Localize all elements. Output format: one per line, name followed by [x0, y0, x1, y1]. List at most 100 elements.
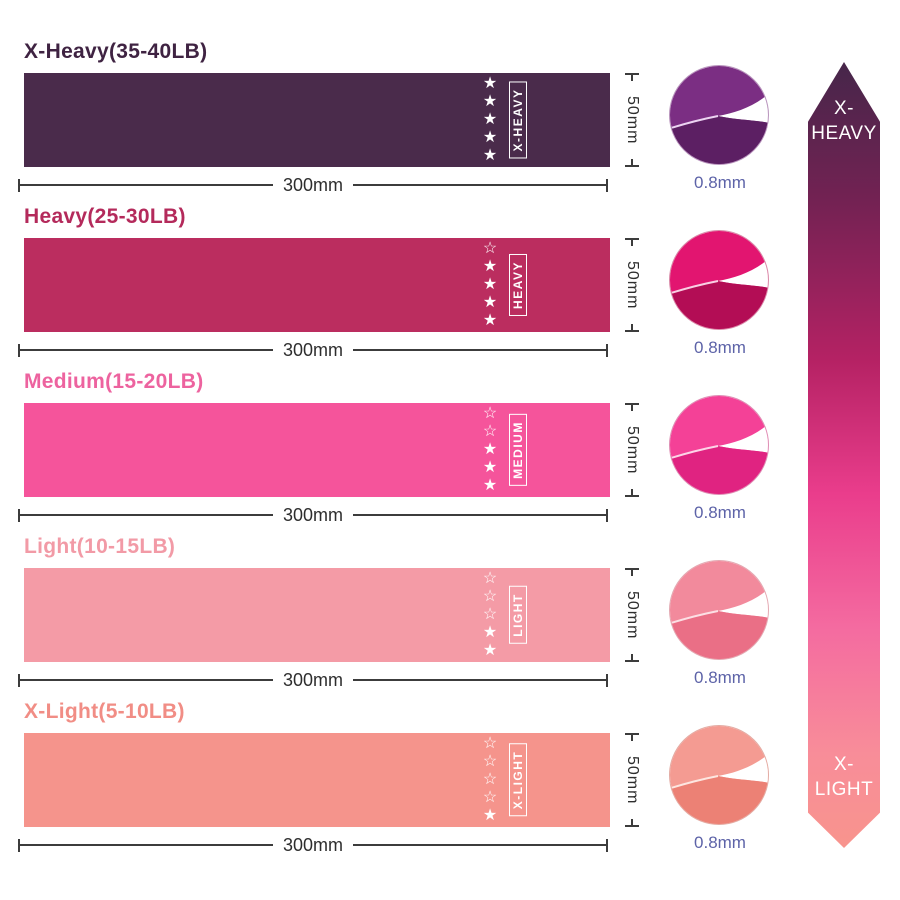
width-dimension: 300mm — [18, 174, 608, 195]
star-icon: ☆ — [482, 606, 498, 623]
folded-band-icon — [670, 726, 768, 824]
dimension-tick-right-icon — [606, 508, 608, 522]
star-rating: ☆ ★ ★ ★ ★ — [478, 240, 502, 330]
star-icon: ★ — [482, 93, 498, 110]
star-icon: ★ — [482, 312, 498, 329]
band-thumbnail — [669, 725, 769, 825]
dimension-tick-right-icon — [606, 838, 608, 852]
band-swatch: ★ ★ ★ ★ ★ X-HEAVY — [24, 73, 610, 167]
scale-bottom-label: X-LIGHT — [814, 754, 874, 800]
dimension-line — [20, 844, 273, 846]
width-dimension-label: 300mm — [282, 504, 344, 525]
band-row-light: Light(10-15LB) ☆ ☆ ☆ ★ ★ LIGHT 50mm 300mm — [0, 535, 800, 704]
dimension-tick-right-icon — [606, 178, 608, 192]
intensity-scale-arrow: X-HEAVY X-LIGHT — [808, 62, 880, 848]
dimension-tick-bottom-icon — [625, 322, 639, 332]
dimension-line — [353, 514, 606, 516]
dimension-tick-top-icon — [625, 403, 639, 413]
star-icon: ★ — [482, 807, 498, 824]
thickness-label: 0.8mm — [694, 173, 746, 192]
width-dimension-label: 300mm — [282, 834, 344, 855]
band-thumbnail — [669, 395, 769, 495]
band-swatch: ☆ ☆ ★ ★ ★ MEDIUM — [24, 403, 610, 497]
folded-band-icon — [670, 396, 768, 494]
height-dimension: 50mm — [620, 238, 644, 332]
dimension-tick-left-icon — [18, 178, 20, 192]
band-name-label: HEAVY — [509, 254, 527, 316]
star-icon: ★ — [482, 477, 498, 494]
height-dimension-label: 50mm — [624, 425, 641, 475]
band-title: X-Light(5-10LB) — [24, 700, 185, 723]
star-icon: ☆ — [482, 423, 498, 440]
thickness-label: 0.8mm — [694, 833, 746, 852]
dimension-tick-left-icon — [18, 838, 20, 852]
height-dimension: 50mm — [620, 403, 644, 497]
height-dimension-label: 50mm — [624, 95, 641, 145]
dimension-tick-bottom-icon — [625, 817, 639, 827]
band-name-label: X-LIGHT — [509, 743, 527, 817]
band-row-x-light: X-Light(5-10LB) ☆ ☆ ☆ ☆ ★ X-LIGHT 50mm 300mm — [0, 700, 800, 869]
dimension-tick-left-icon — [18, 673, 20, 687]
star-icon: ☆ — [482, 771, 498, 788]
band-name-label: X-HEAVY — [509, 81, 527, 159]
folded-band-icon — [670, 231, 768, 329]
star-icon: ☆ — [482, 240, 498, 257]
dimension-line — [353, 844, 606, 846]
thickness-label: 0.8mm — [694, 338, 746, 357]
folded-band-icon — [670, 66, 768, 164]
band-title: X-Heavy(35-40LB) — [24, 40, 208, 63]
dimension-tick-bottom-icon — [625, 652, 639, 662]
star-rating: ★ ★ ★ ★ ★ — [478, 75, 502, 165]
dimension-tick-top-icon — [625, 733, 639, 743]
band-row-x-heavy: X-Heavy(35-40LB) ★ ★ ★ ★ ★ X-HEAVY 50mm 300m… — [0, 40, 800, 209]
width-dimension-label: 300mm — [282, 174, 344, 195]
star-icon: ☆ — [482, 735, 498, 752]
dimension-tick-left-icon — [18, 343, 20, 357]
star-rating: ☆ ☆ ☆ ★ ★ — [478, 570, 502, 660]
star-icon: ☆ — [482, 570, 498, 587]
height-dimension-label: 50mm — [624, 755, 641, 805]
star-icon: ★ — [482, 642, 498, 659]
band-title: Medium(15-20LB) — [24, 370, 204, 393]
star-icon: ★ — [482, 147, 498, 164]
folded-band-icon — [670, 561, 768, 659]
height-dimension: 50mm — [620, 568, 644, 662]
dimension-tick-right-icon — [606, 673, 608, 687]
star-icon: ☆ — [482, 789, 498, 806]
scale-top-label: X-HEAVY — [811, 98, 877, 144]
star-icon: ★ — [482, 111, 498, 128]
band-row-medium: Medium(15-20LB) ☆ ☆ ★ ★ ★ MEDIUM 50mm 300mm — [0, 370, 800, 539]
star-rating: ☆ ☆ ★ ★ ★ — [478, 405, 502, 495]
band-thumbnail — [669, 65, 769, 165]
width-dimension-label: 300mm — [282, 669, 344, 690]
dimension-line — [353, 679, 606, 681]
dimension-tick-top-icon — [625, 238, 639, 248]
dimension-line — [20, 184, 273, 186]
band-swatch: ☆ ★ ★ ★ ★ HEAVY — [24, 238, 610, 332]
thickness-label: 0.8mm — [694, 668, 746, 687]
dimension-tick-top-icon — [625, 568, 639, 578]
band-title: Heavy(25-30LB) — [24, 205, 186, 228]
height-dimension: 50mm — [620, 733, 644, 827]
dimension-tick-top-icon — [625, 73, 639, 83]
star-icon: ★ — [482, 129, 498, 146]
star-icon: ☆ — [482, 753, 498, 770]
star-icon: ★ — [482, 294, 498, 311]
band-swatch: ☆ ☆ ☆ ☆ ★ X-LIGHT — [24, 733, 610, 827]
dimension-tick-bottom-icon — [625, 487, 639, 497]
height-dimension: 50mm — [620, 73, 644, 167]
dimension-tick-right-icon — [606, 343, 608, 357]
star-rating: ☆ ☆ ☆ ☆ ★ — [478, 735, 502, 825]
band-thumbnail — [669, 560, 769, 660]
star-icon: ★ — [482, 276, 498, 293]
star-icon: ☆ — [482, 405, 498, 422]
band-thumbnail — [669, 230, 769, 330]
dimension-tick-bottom-icon — [625, 157, 639, 167]
star-icon: ☆ — [482, 588, 498, 605]
width-dimension-label: 300mm — [282, 339, 344, 360]
dimension-tick-left-icon — [18, 508, 20, 522]
star-icon: ★ — [482, 624, 498, 641]
star-icon: ★ — [482, 258, 498, 275]
band-swatch: ☆ ☆ ☆ ★ ★ LIGHT — [24, 568, 610, 662]
dimension-line — [20, 679, 273, 681]
